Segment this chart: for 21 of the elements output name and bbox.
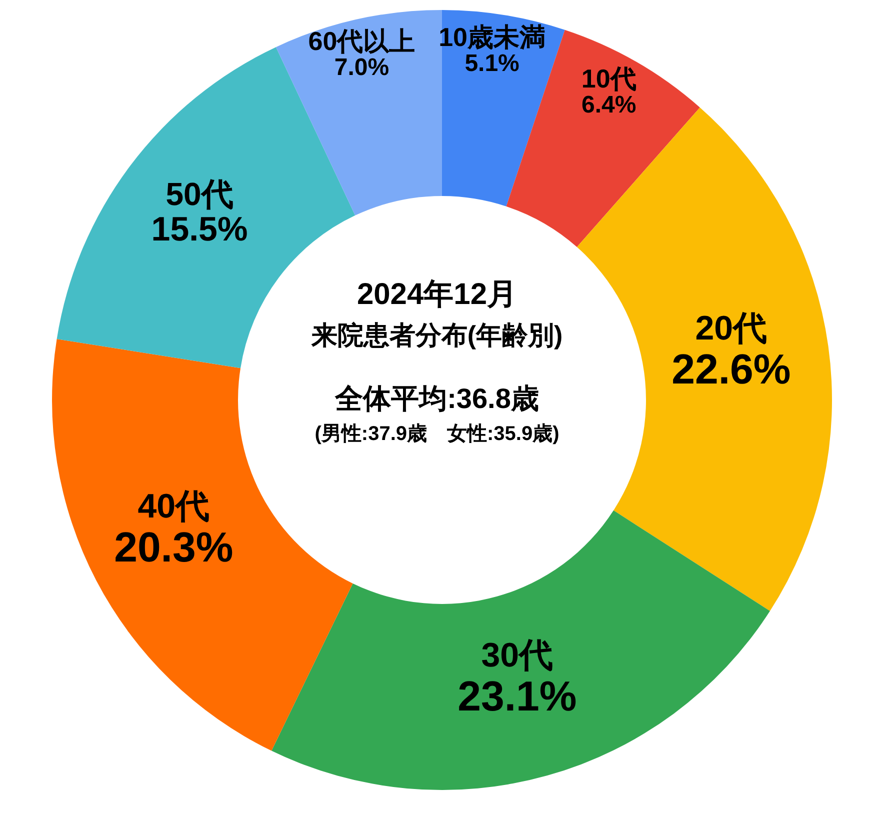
- slice-label: 60代以上: [308, 26, 416, 56]
- text: 来院患者分布(年齢別): [310, 319, 564, 352]
- text: (男性:37.9歳 女性:35.9歳): [314, 422, 560, 447]
- slice-label: 40代: [138, 488, 210, 526]
- text: 全体平均:36.8歳: [334, 382, 540, 416]
- data-label: 20.3%: [114, 524, 234, 571]
- donut-slice: [442, 10, 565, 206]
- donut-slice: [272, 510, 770, 790]
- slice-label: 50代: [166, 176, 234, 212]
- data-label: 6.4%: [582, 92, 636, 119]
- data-label: 7.0%: [334, 54, 390, 82]
- slice-label: 20代: [695, 309, 768, 348]
- data-label: 5.1%: [464, 50, 520, 78]
- donut-slice: [276, 10, 442, 216]
- text: 2024年12月: [356, 277, 518, 313]
- data-label: 15.5%: [151, 210, 248, 248]
- slice-label: 10代: [581, 63, 636, 94]
- data-label: 23.1%: [458, 672, 577, 720]
- data-label: 22.6%: [672, 345, 791, 392]
- slice-label: 10歳未満: [438, 22, 546, 52]
- slice-label: 30代: [481, 636, 554, 674]
